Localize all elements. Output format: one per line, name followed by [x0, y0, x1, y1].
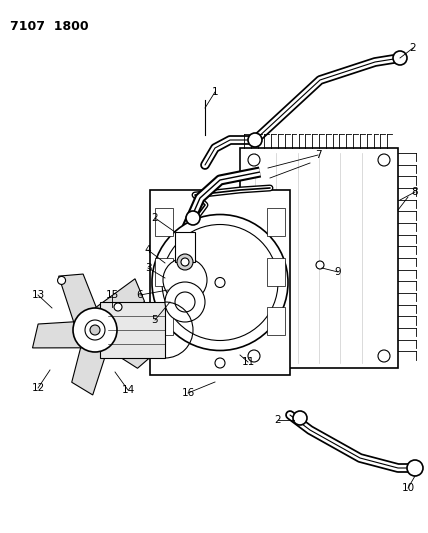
Circle shape — [163, 258, 207, 302]
Circle shape — [248, 350, 260, 362]
Bar — [100, 302, 165, 358]
Circle shape — [85, 320, 105, 340]
Bar — [150, 190, 290, 375]
Text: 4: 4 — [145, 245, 152, 255]
Bar — [155, 257, 173, 286]
Polygon shape — [33, 322, 82, 348]
Circle shape — [152, 214, 288, 351]
Circle shape — [186, 211, 200, 225]
Text: 13: 13 — [31, 290, 45, 300]
Text: 7: 7 — [315, 150, 321, 160]
Circle shape — [181, 258, 189, 266]
Text: 11: 11 — [241, 357, 255, 367]
Circle shape — [215, 358, 225, 368]
Bar — [267, 308, 285, 335]
Circle shape — [378, 350, 390, 362]
Polygon shape — [95, 279, 145, 325]
Text: 5: 5 — [152, 315, 158, 325]
Circle shape — [73, 308, 117, 352]
Circle shape — [90, 325, 100, 335]
Bar — [175, 232, 195, 262]
Circle shape — [177, 254, 193, 270]
Bar — [240, 148, 398, 368]
Text: 10: 10 — [401, 483, 415, 493]
Polygon shape — [72, 347, 108, 395]
Text: 7107  1800: 7107 1800 — [10, 20, 89, 33]
Text: 2: 2 — [410, 43, 416, 53]
Text: 2: 2 — [275, 415, 281, 425]
Text: 6: 6 — [137, 290, 143, 300]
Circle shape — [114, 303, 122, 311]
Text: 12: 12 — [31, 383, 45, 393]
Polygon shape — [107, 323, 156, 368]
Text: 1: 1 — [212, 87, 218, 97]
Circle shape — [378, 154, 390, 166]
Text: 16: 16 — [181, 388, 195, 398]
Bar — [267, 257, 285, 286]
Polygon shape — [59, 274, 97, 323]
Circle shape — [165, 282, 205, 322]
Text: 15: 15 — [105, 290, 119, 300]
Circle shape — [162, 224, 278, 341]
Circle shape — [248, 133, 262, 147]
Circle shape — [248, 154, 260, 166]
Bar — [155, 208, 173, 236]
Circle shape — [407, 460, 423, 476]
Circle shape — [293, 411, 307, 425]
Text: 8: 8 — [412, 187, 418, 197]
Circle shape — [393, 51, 407, 65]
Bar — [155, 308, 173, 335]
Circle shape — [215, 278, 225, 287]
Circle shape — [316, 261, 324, 269]
Text: 9: 9 — [335, 267, 341, 277]
Text: 2: 2 — [152, 213, 158, 223]
Circle shape — [175, 292, 195, 312]
Text: 3: 3 — [145, 263, 152, 273]
Bar — [267, 208, 285, 236]
Circle shape — [57, 277, 65, 285]
Text: 14: 14 — [122, 385, 135, 395]
